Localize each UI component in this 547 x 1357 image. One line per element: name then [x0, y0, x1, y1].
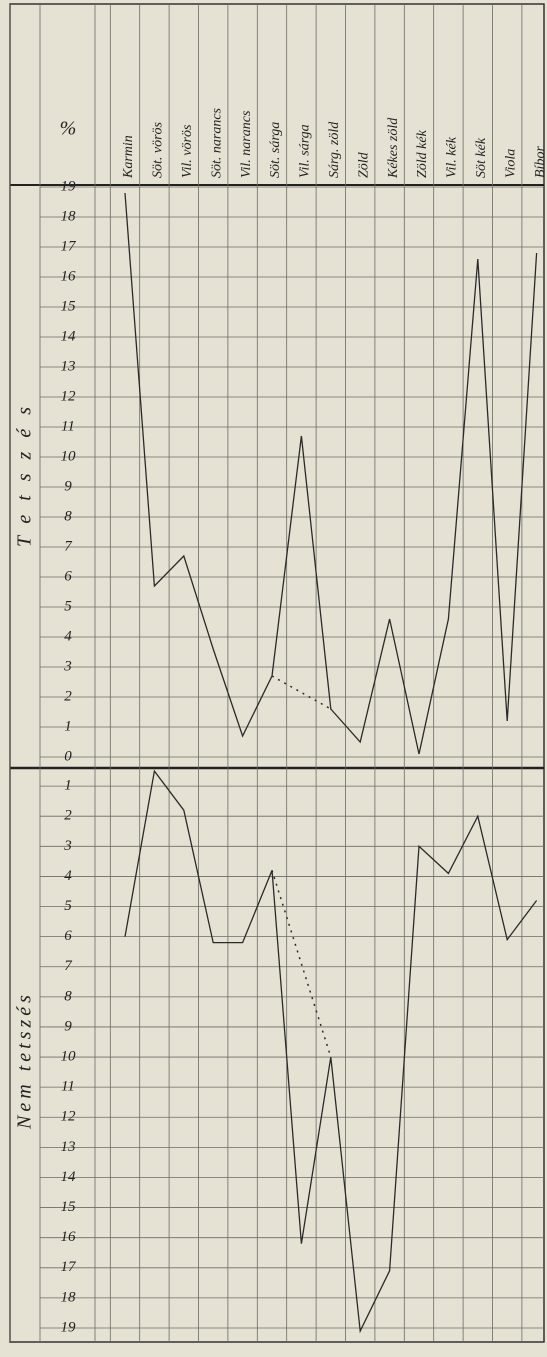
y-tick-label: 13 — [61, 358, 76, 374]
y-tick-label: 11 — [61, 418, 75, 434]
x-tick-label: Söt. sárga — [268, 122, 283, 178]
y2-tick-label: 10 — [61, 1048, 77, 1064]
series-line — [124, 769, 538, 1334]
y2-tick-label: 12 — [61, 1109, 77, 1125]
y-tick-label: 2 — [64, 688, 72, 704]
y-tick-label: 7 — [64, 538, 73, 554]
y-tick-label: 1 — [64, 718, 72, 734]
y2-tick-label: 15 — [61, 1199, 77, 1215]
y2-tick-label: 4 — [64, 868, 72, 884]
x-tick-label: Viola — [503, 149, 518, 178]
y2-tick-label: 6 — [64, 928, 72, 944]
y2-tick-label: 8 — [64, 988, 72, 1004]
y-tick-label: 3 — [63, 658, 72, 674]
x-tick-label: Vil. narancs — [239, 110, 254, 178]
y-tick-label: 18 — [61, 208, 77, 224]
x-tick-label: Zöld kék — [415, 129, 430, 178]
y-tick-label: 8 — [64, 508, 72, 524]
y2-tick-label: 13 — [61, 1139, 76, 1155]
y-tick-label: 6 — [64, 568, 72, 584]
y-tick-label: 14 — [61, 328, 77, 344]
y-tick-label: 10 — [61, 448, 77, 464]
y-tick-label: 19 — [61, 178, 77, 194]
series-line — [124, 192, 538, 755]
x-tick-label: Vil. kék — [445, 136, 460, 178]
y-tick-label: 17 — [61, 238, 78, 254]
series-label: Tetszés — [14, 393, 36, 547]
y-tick-label: 12 — [61, 388, 77, 404]
y-tick-label: 16 — [61, 268, 77, 284]
unit-label: % — [60, 118, 77, 140]
x-tick-label: Vil. sárga — [298, 124, 313, 178]
x-tick-label: Sárg. zöld — [327, 121, 342, 178]
y2-tick-label: 7 — [64, 958, 73, 974]
y2-tick-label: 2 — [64, 808, 72, 824]
y2-tick-label: 3 — [63, 838, 72, 854]
series-label: Nem tetszés — [14, 991, 36, 1130]
y-tick-label: 15 — [61, 298, 77, 314]
y2-tick-label: 11 — [61, 1079, 75, 1095]
y-tick-label: 0 — [64, 748, 72, 764]
y2-tick-label: 9 — [64, 1018, 72, 1034]
x-tick-label: Söt. narancs — [209, 107, 224, 178]
y2-tick-label: 17 — [61, 1259, 78, 1275]
x-tick-label: Zöld — [356, 151, 371, 178]
x-tick-label: Bíbor — [533, 146, 547, 178]
y2-tick-label: 14 — [61, 1169, 77, 1185]
x-tick-label: Söt kék — [474, 137, 489, 178]
dotted-link — [271, 675, 332, 710]
y-tick-label: 9 — [64, 478, 72, 494]
x-tick-label: Karmin — [121, 135, 136, 179]
x-tick-label: Söt. vörös — [151, 121, 166, 178]
x-tick-label: Vil. vörös — [180, 124, 195, 178]
y2-tick-label: 18 — [61, 1289, 77, 1305]
y2-tick-label: 1 — [64, 778, 72, 794]
x-tick-label: Kékes zöld — [386, 117, 401, 179]
y2-tick-label: 19 — [61, 1319, 77, 1335]
y-tick-label: 5 — [64, 598, 72, 614]
y2-tick-label: 5 — [64, 898, 72, 914]
y2-tick-label: 16 — [61, 1229, 77, 1245]
y-tick-label: 4 — [64, 628, 72, 644]
